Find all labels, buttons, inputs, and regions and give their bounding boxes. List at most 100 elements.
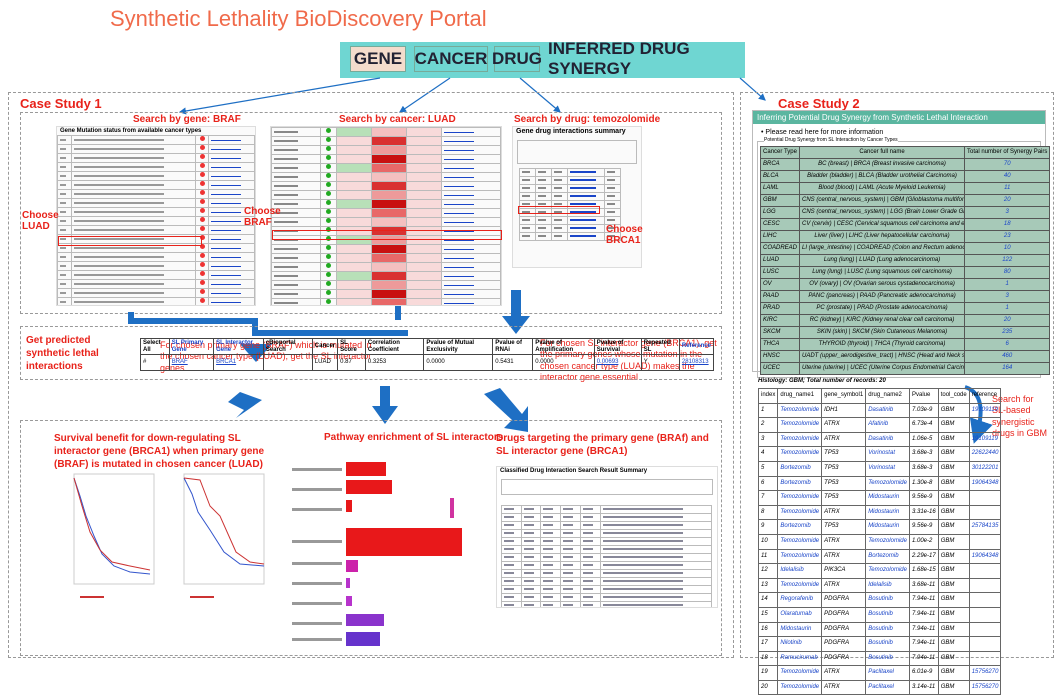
link-placeholder[interactable] [444,291,475,295]
sl-cell[interactable]: Midostaurin [865,504,910,521]
cs2-cell[interactable]: 164 [964,362,1051,375]
sl-cell[interactable]: Regorafenib [777,592,823,608]
sl-cell[interactable]: Bosutinib [865,606,910,623]
link-placeholder[interactable] [211,191,242,195]
cs2-cell[interactable]: 70 [964,158,1051,171]
sl-cell[interactable]: Temozolomide [777,679,823,695]
sl-cell[interactable]: Vorinostat [865,460,910,477]
sl-cell[interactable]: Bosutinib [865,650,910,667]
sl-cell[interactable]: Bortezomib [777,460,823,477]
sl-cell[interactable]: Bosutinib [865,636,910,652]
result-cell[interactable]: 28108313 [678,354,715,371]
link-placeholder[interactable] [444,255,475,259]
cs2-cell[interactable]: 23 [964,230,1051,243]
link-placeholder[interactable] [444,138,475,142]
cs2-read-more[interactable]: • Please read here for more information [761,129,884,136]
cs2-cell[interactable]: 80 [964,266,1051,279]
sl-cell[interactable]: Paclitaxel [865,665,910,681]
sl-cell[interactable]: Temozolomide [777,417,823,433]
sl-cell[interactable]: Paclitaxel [865,679,910,695]
sl-cell[interactable]: Bortezomib [777,519,823,535]
cs2-cell[interactable]: 20 [964,194,1051,207]
link-placeholder[interactable] [444,282,475,286]
link-placeholder[interactable] [211,200,242,204]
sl-cell[interactable]: Vorinostat [865,446,910,462]
sl-cell[interactable] [968,650,1002,667]
sl-cell[interactable]: Midostaurin [865,490,910,506]
sl-cell[interactable]: Olaratumab [777,606,823,623]
sl-cell[interactable]: Temozolomide [777,577,823,594]
sl-cell[interactable]: Temozolomide [777,402,823,419]
link-placeholder[interactable] [444,300,475,304]
cs2-cell[interactable]: 235 [964,326,1051,339]
sl-cell[interactable]: Midostaurin [777,621,823,638]
cs2-cell[interactable]: 3 [964,206,1051,219]
cs2-cell[interactable]: 122 [964,254,1051,267]
link-placeholder[interactable] [211,245,242,249]
cs2-cell[interactable]: 1 [964,302,1051,315]
result-cell[interactable]: BRAF [168,354,215,371]
link-placeholder[interactable] [569,195,596,197]
result-cell[interactable]: BRCA1 [213,354,264,371]
link-placeholder[interactable] [444,129,475,133]
link-placeholder[interactable] [444,201,475,205]
sl-cell[interactable]: Temozolomide [865,475,910,492]
sl-cell[interactable] [968,592,1002,608]
link-placeholder[interactable] [569,187,596,189]
result-cell[interactable]: 0.00693 [593,354,642,371]
sl-cell[interactable]: Temozolomide [777,504,823,521]
sl-cell[interactable]: 25784135 [968,519,1002,535]
link-placeholder[interactable] [444,264,475,268]
link-placeholder[interactable] [569,179,596,181]
cs2-cell[interactable]: 18 [964,218,1051,231]
link-placeholder[interactable] [569,227,596,229]
sl-cell[interactable]: Idelalisib [777,563,823,579]
cs2-cell[interactable]: 40 [964,170,1051,183]
cs2-cell[interactable]: 20 [964,314,1051,327]
sl-cell[interactable]: Dasatinib [865,431,910,448]
sl-cell[interactable]: Bosutinib [865,621,910,638]
sl-cell[interactable]: 19064348 [968,475,1002,492]
sl-cell[interactable]: Nilotinib [777,636,823,652]
sl-cell[interactable] [968,563,1002,579]
link-placeholder[interactable] [444,246,475,250]
link-placeholder[interactable] [569,211,596,213]
link-placeholder[interactable] [444,273,475,277]
link-placeholder[interactable] [569,171,596,173]
sl-cell[interactable] [968,606,1002,623]
sl-cell[interactable]: Ramucirumab [777,650,823,667]
sl-cell[interactable]: 19109119 [968,431,1002,448]
link-placeholder[interactable] [211,173,242,177]
link-placeholder[interactable] [211,137,242,141]
sl-cell[interactable]: Dasatinib [865,402,910,419]
sl-cell[interactable]: Temozolomide [777,533,823,550]
nav-drug-button[interactable]: DRUG [492,46,542,72]
link-placeholder[interactable] [211,272,242,276]
sl-cell[interactable] [968,577,1002,594]
sl-cell[interactable]: Temozolomide [777,490,823,506]
sl-cell[interactable]: 30122201 [968,460,1002,477]
link-placeholder[interactable] [569,203,596,205]
cs2-cell[interactable]: 11 [964,182,1051,195]
link-placeholder[interactable] [444,219,475,223]
link-placeholder[interactable] [211,281,242,285]
link-placeholder[interactable] [569,219,596,221]
cs2-cell[interactable]: 6 [964,338,1051,351]
link-placeholder[interactable] [211,254,242,258]
sl-cell[interactable]: Bosutinib [865,592,910,608]
sl-cell[interactable]: Bortezomib [865,548,910,565]
sl-cell[interactable]: 19109119 [968,402,1002,419]
nav-cancer-button[interactable]: CANCER [414,46,488,72]
link-placeholder[interactable] [211,290,242,294]
link-placeholder[interactable] [211,218,242,222]
sl-cell[interactable]: Temozolomide [777,548,823,565]
sl-cell[interactable]: Temozolomide [777,431,823,448]
sl-cell[interactable] [968,533,1002,550]
sl-cell[interactable]: 15756270 [968,679,1002,695]
cs2-cell[interactable]: 460 [964,350,1051,363]
link-placeholder[interactable] [211,164,242,168]
sl-cell[interactable] [968,636,1002,652]
sl-cell[interactable]: Temozolomide [777,665,823,681]
sl-cell[interactable]: Temozolomide [777,446,823,462]
link-placeholder[interactable] [211,236,242,240]
